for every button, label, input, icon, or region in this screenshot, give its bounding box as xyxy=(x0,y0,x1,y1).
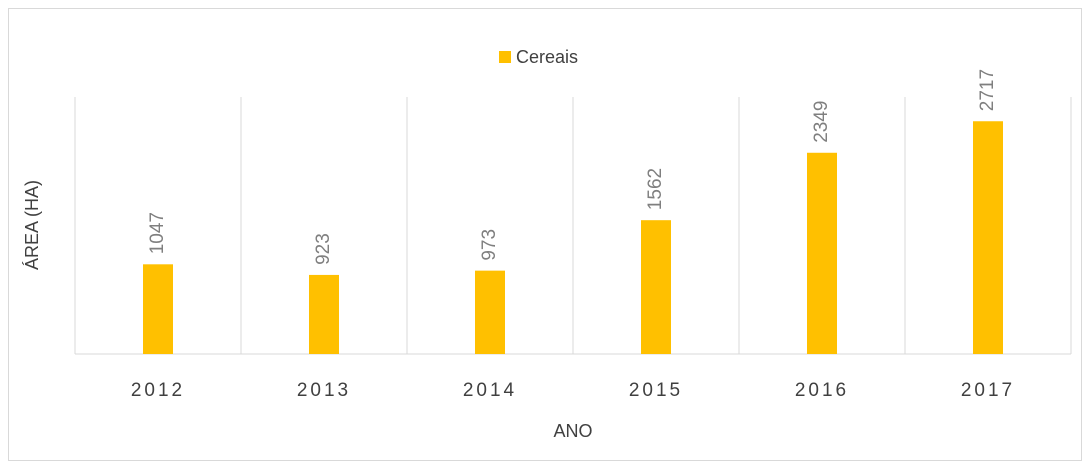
x-tick-label: 2014 xyxy=(463,380,517,401)
bar xyxy=(309,274,339,354)
value-label: 973 xyxy=(479,229,500,261)
value-label: 923 xyxy=(313,233,334,265)
legend-swatch xyxy=(499,51,511,63)
value-label: 1562 xyxy=(645,168,666,210)
bar xyxy=(641,220,671,354)
x-tick-label: 2017 xyxy=(961,380,1015,401)
x-tick-label: 2015 xyxy=(629,380,683,401)
x-axis-label: ANO xyxy=(553,421,592,441)
chart-frame xyxy=(8,8,1082,461)
value-label: 2717 xyxy=(977,69,998,111)
legend-label: Cereais xyxy=(516,47,578,67)
bar xyxy=(475,270,505,354)
x-tick-label: 2012 xyxy=(131,380,185,401)
value-label: 1047 xyxy=(147,212,168,254)
value-label: 2349 xyxy=(811,100,832,142)
x-tick-label: 2013 xyxy=(297,380,351,401)
x-tick-label: 2016 xyxy=(795,380,849,401)
bar xyxy=(143,264,173,354)
y-axis-label: ÁREA (HA) xyxy=(22,180,42,270)
bar xyxy=(973,121,1003,354)
bar xyxy=(807,152,837,354)
